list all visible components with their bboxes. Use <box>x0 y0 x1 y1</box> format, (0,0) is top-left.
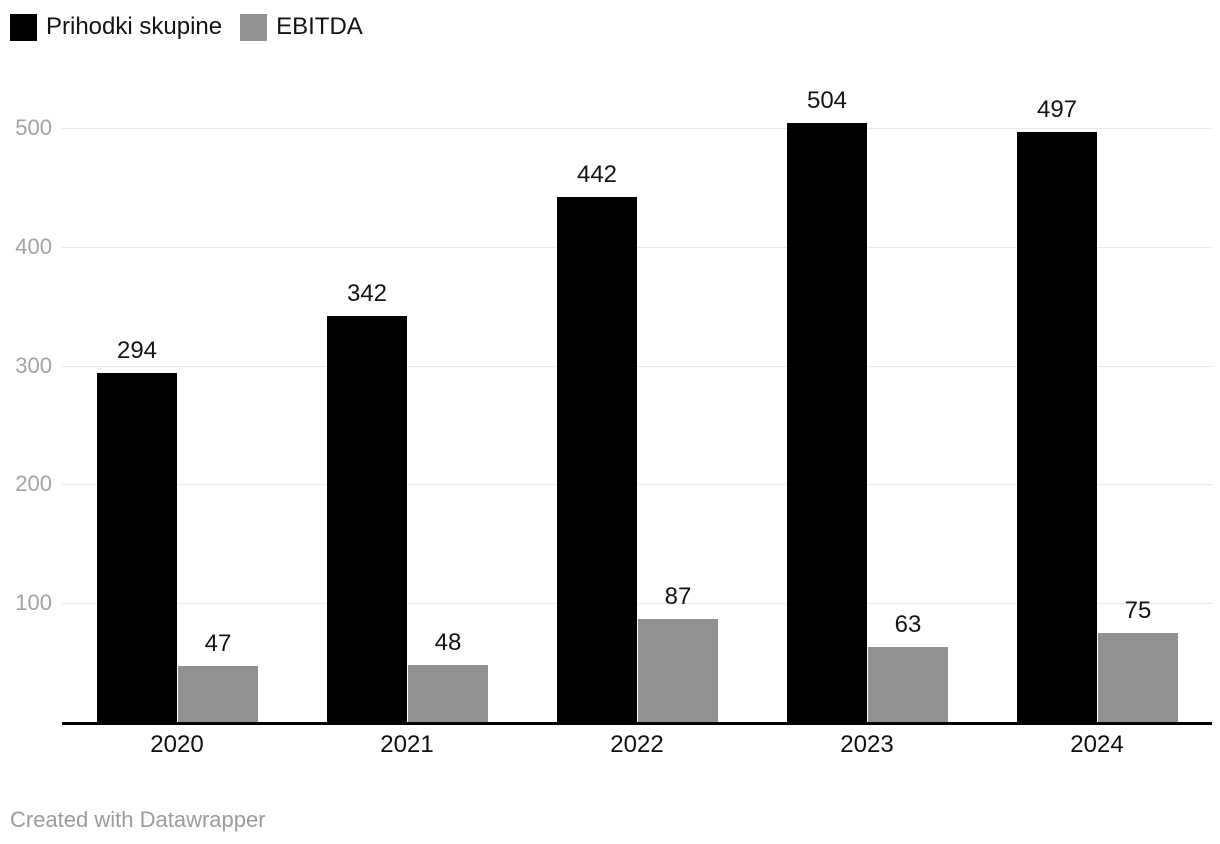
legend-label-ebitda: EBITDA <box>276 13 363 40</box>
value-label-ebitda-2023: 63 <box>894 611 922 638</box>
bar-revenue-2024 <box>1017 132 1097 722</box>
value-label-ebitda-2024: 75 <box>1124 597 1152 624</box>
x-axis-tick-2020: 2020 <box>150 731 204 758</box>
x-axis-tick-2023: 2023 <box>840 731 894 758</box>
value-label-revenue-2023: 504 <box>806 87 848 114</box>
bar-revenue-2023 <box>787 123 867 722</box>
gridline-500 <box>62 128 1212 129</box>
bar-revenue-2020 <box>97 373 177 722</box>
gridline-100 <box>62 603 1212 604</box>
y-axis-tick-300: 300 <box>15 353 52 378</box>
value-label-revenue-2024: 497 <box>1036 96 1078 123</box>
value-label-ebitda-2021: 48 <box>434 629 462 656</box>
gridline-400 <box>62 247 1212 248</box>
value-label-ebitda-2020: 47 <box>204 630 232 657</box>
gridline-200 <box>62 484 1212 485</box>
x-axis-line <box>62 722 1212 725</box>
gridline-300 <box>62 366 1212 367</box>
legend-item-prihodki-skupine: Prihodki skupine <box>10 13 222 41</box>
attribution-text: Created with Datawrapper <box>10 807 266 832</box>
x-axis-tick-2022: 2022 <box>610 731 664 758</box>
y-axis-tick-500: 500 <box>15 115 52 140</box>
value-label-revenue-2020: 294 <box>116 337 158 364</box>
legend-label-prihodki-skupine: Prihodki skupine <box>46 13 223 40</box>
y-axis-tick-400: 400 <box>15 234 52 259</box>
bar-revenue-2022 <box>557 197 637 722</box>
bar-ebitda-2023 <box>868 647 948 722</box>
y-axis-tick-100: 100 <box>15 590 52 615</box>
value-label-ebitda-2022: 87 <box>664 583 692 610</box>
value-label-revenue-2022: 442 <box>576 161 618 188</box>
x-axis-tick-2024: 2024 <box>1070 731 1124 758</box>
bar-revenue-2021 <box>327 316 407 722</box>
value-label-revenue-2021: 342 <box>346 280 388 307</box>
bar-ebitda-2020 <box>178 666 258 722</box>
x-axis-tick-2021: 2021 <box>380 731 434 758</box>
bar-ebitda-2024 <box>1098 633 1178 722</box>
legend-item-ebitda: EBITDA <box>240 13 363 41</box>
chart-legend: Prihodki skupine EBITDA <box>10 13 363 41</box>
y-axis-tick-200: 200 <box>15 471 52 496</box>
legend-swatch-prihodki-skupine <box>10 13 37 41</box>
legend-swatch-ebitda <box>240 13 268 41</box>
bar-ebitda-2021 <box>408 665 488 722</box>
bar-ebitda-2022 <box>638 619 718 722</box>
